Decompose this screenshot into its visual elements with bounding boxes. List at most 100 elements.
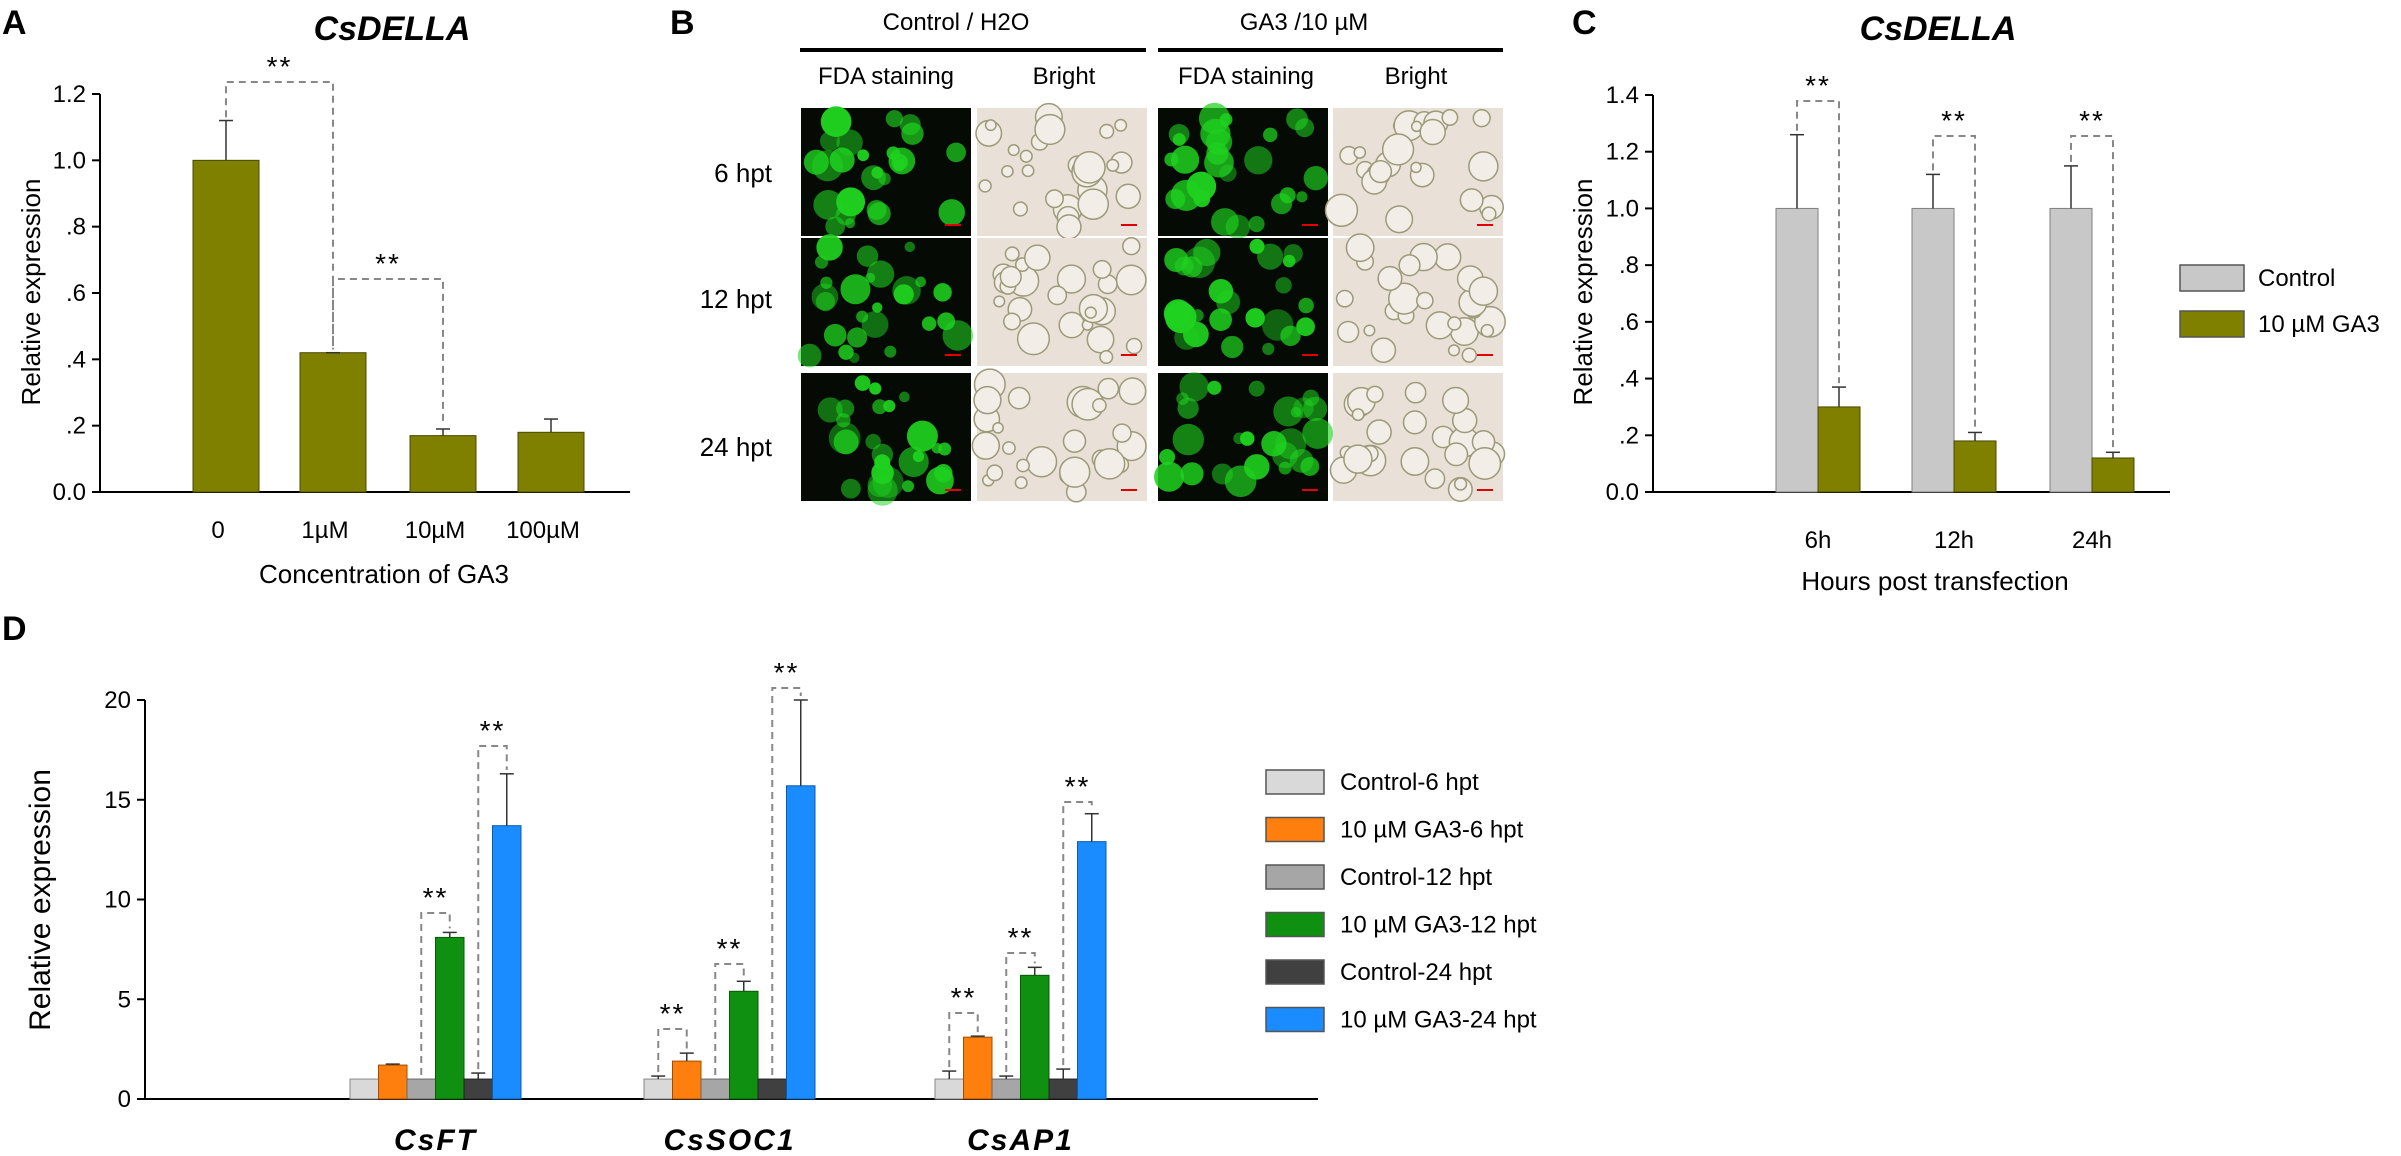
cell <box>1461 347 1477 363</box>
cell <box>992 421 1004 434</box>
cell <box>999 265 1022 288</box>
cell <box>1118 377 1147 406</box>
cell <box>838 344 854 360</box>
legend-label: Control-6 hpt <box>1340 769 1479 796</box>
cell <box>1004 246 1020 262</box>
significance-bracket <box>225 81 334 350</box>
cell <box>902 480 915 493</box>
cell <box>1097 377 1120 400</box>
cell <box>938 442 952 456</box>
cell <box>1343 444 1373 474</box>
cell <box>1200 118 1231 149</box>
cell <box>803 149 829 175</box>
bar-10-µM-GA3-6-hpt-CsAP1 <box>963 1036 993 1100</box>
cell <box>1208 278 1234 304</box>
y-tick-label: 10 <box>104 887 131 914</box>
y-tick-label: .8 <box>66 214 86 241</box>
cell <box>1303 165 1328 191</box>
cell <box>1159 449 1176 466</box>
cell <box>1472 108 1491 128</box>
cell <box>978 179 992 193</box>
cell <box>1191 309 1204 322</box>
cell <box>1233 432 1245 445</box>
cell <box>1093 447 1126 480</box>
cell <box>849 352 860 363</box>
cell <box>815 291 836 312</box>
legend-label: 10 µM GA3 <box>2258 311 2380 338</box>
bar-10-µM-GA3-24-hpt-CsSOC1 <box>786 785 816 1100</box>
cell <box>1453 477 1468 491</box>
cell <box>856 310 869 323</box>
group-header-control: Control / H2O <box>883 9 1030 36</box>
cell <box>1021 164 1035 178</box>
cell <box>1092 398 1107 413</box>
y-tick-label: 1.0 <box>53 147 86 174</box>
bar-Control-12-hpt-CsSOC1 <box>700 1078 730 1100</box>
cell <box>1280 325 1301 347</box>
cell <box>1211 208 1239 236</box>
cell <box>833 429 859 455</box>
bar-Control-6h <box>1775 207 1819 493</box>
cell <box>1007 386 1031 410</box>
cell <box>1106 158 1120 172</box>
bar-Control-6-hpt-CsFT <box>349 1078 379 1100</box>
legend-swatch <box>1265 816 1325 843</box>
panel-a-title: CsDELLA <box>314 10 471 48</box>
cell <box>906 420 938 452</box>
legend-swatch <box>1265 911 1325 938</box>
cell <box>1419 118 1446 146</box>
bar-100µM <box>517 431 585 493</box>
scale-bar <box>1477 224 1493 226</box>
gene-label: CsAP1 <box>967 1124 1074 1156</box>
cell <box>1012 201 1028 217</box>
gene-label: CsFT <box>394 1124 478 1156</box>
cell <box>1296 191 1308 203</box>
cell <box>1335 289 1354 308</box>
cell <box>1211 463 1233 485</box>
cell <box>819 131 840 152</box>
bar-10-µM-GA3-12-hpt-CsFT <box>435 936 465 1100</box>
cell <box>1353 146 1367 159</box>
cell <box>1016 322 1051 356</box>
cell <box>1003 312 1022 331</box>
bar-Control-24h <box>2049 207 2093 493</box>
scale-bar <box>1121 489 1137 491</box>
cell <box>1263 127 1278 143</box>
column-header-fda-control: FDA staining <box>818 63 954 90</box>
significance-label: ** <box>480 715 506 746</box>
cell <box>1047 285 1068 306</box>
legend-swatch <box>1265 1006 1325 1033</box>
column-header-fda-ga3: FDA staining <box>1178 63 1314 90</box>
legend-label: Control-24 hpt <box>1340 959 1492 986</box>
x-tick-label: 0 <box>211 517 224 544</box>
column-header-bright-control: Bright <box>1033 63 1096 90</box>
y-tick-label: 1.0 <box>1606 195 1639 222</box>
bar-10-µM-GA3-12-hpt-CsAP1 <box>1020 974 1050 1100</box>
cell <box>1402 410 1427 435</box>
x-tick-label: 1µM <box>301 517 348 544</box>
cell <box>872 399 888 415</box>
significance-label: ** <box>1941 105 1967 136</box>
cell <box>885 110 903 128</box>
cell <box>813 189 844 220</box>
significance-bracket <box>1796 100 1840 384</box>
row-label-6hpt: 6 hpt <box>714 158 773 188</box>
y-tick-label: 15 <box>104 787 131 814</box>
cell <box>984 119 997 132</box>
x-axis-title: Hours post transfection <box>1801 566 2068 596</box>
cell <box>857 149 870 162</box>
scale-bar <box>1302 489 1318 491</box>
x-tick-label: 100µM <box>506 517 580 544</box>
legend-swatch <box>1265 864 1325 890</box>
cell <box>1002 441 1016 455</box>
cell <box>1262 342 1275 355</box>
significance-bracket <box>1932 135 1976 429</box>
cell <box>1001 165 1014 178</box>
cell <box>1122 236 1141 256</box>
scale-bar <box>1477 489 1493 491</box>
bar-Control-12-hpt-CsAP1 <box>991 1078 1021 1100</box>
cell <box>1114 118 1128 132</box>
bar-Control-24-hpt-CsAP1 <box>1048 1078 1078 1100</box>
scale-bar <box>1477 354 1493 356</box>
scale-bar <box>1121 224 1137 226</box>
